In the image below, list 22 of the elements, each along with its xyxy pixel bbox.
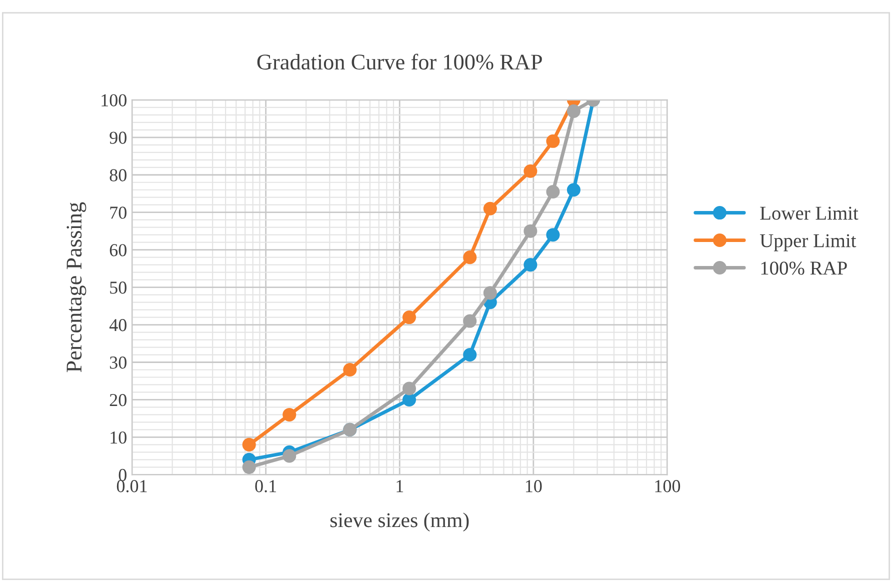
x-tick-label: 1 <box>396 480 404 492</box>
y-tick-label: 70 <box>110 206 126 219</box>
legend-label: Upper Limit <box>760 234 856 252</box>
y-tick-label: 30 <box>110 356 126 369</box>
x-tick-label: 100 <box>655 480 680 492</box>
y-tick-label: 20 <box>110 394 126 406</box>
y-tick-label: 90 <box>110 132 126 144</box>
y-tick-label: 40 <box>109 319 126 332</box>
y-tick-label: 50 <box>110 282 126 294</box>
y-tick-label: 10 <box>110 431 126 444</box>
x-tick-label: 10 <box>526 480 542 492</box>
legend-label: 100% RAP <box>761 262 847 275</box>
legend-label: Lower Limit <box>760 206 858 220</box>
chart-title: Gradation Curve for 100% RAP <box>257 54 542 70</box>
y-tick-label: 60 <box>110 244 126 256</box>
y-axis-title: Percentage Passing <box>66 202 86 372</box>
x-axis-title: sieve sizes (mm) <box>330 512 469 532</box>
y-tick-label: 0 <box>118 468 126 482</box>
y-tick-label: 80 <box>110 169 126 182</box>
x-tick-label: 0.01 <box>116 480 147 492</box>
y-tick-label: 100 <box>102 94 126 106</box>
x-tick-label: 0.1 <box>255 480 276 492</box>
